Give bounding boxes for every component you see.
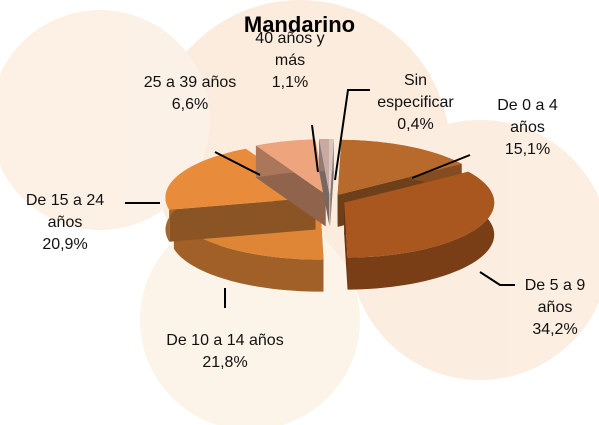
category-label: Sin especificar (368, 70, 463, 114)
value-label: 6,6% (140, 94, 240, 116)
category-label: 40 años y más (240, 28, 340, 72)
chart: Mandarino Sin especificar0,4%De 0 a 4 añ… (0, 0, 599, 425)
value-label: 0,4% (368, 114, 463, 136)
value-label: 1,1% (240, 72, 340, 94)
category-label: De 10 a 14 años (165, 330, 285, 352)
category-label: De 5 a 9 años (510, 275, 599, 319)
value-label: 21,8% (165, 352, 285, 374)
value-label: 20,9% (10, 234, 120, 256)
category-label: De 0 a 4 años (485, 95, 570, 139)
category-label: 25 a 39 años (140, 72, 240, 94)
value-label: 34,2% (510, 319, 599, 341)
category-label: De 15 a 24 años (10, 190, 120, 234)
value-label: 15,1% (485, 139, 570, 161)
